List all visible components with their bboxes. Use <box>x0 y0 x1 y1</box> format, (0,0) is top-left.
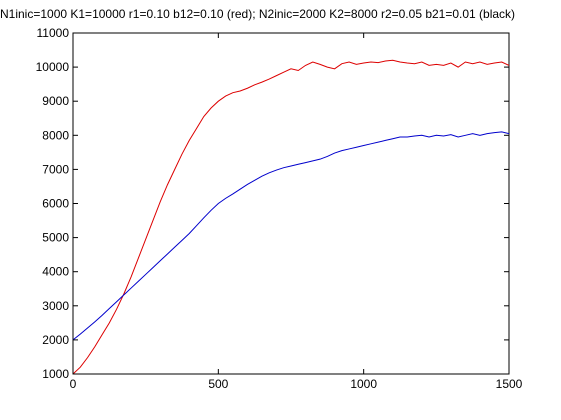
y-tick-label: 10000 <box>36 60 70 74</box>
y-tick-label: 4000 <box>42 265 69 279</box>
y-tick-label: 8000 <box>42 128 69 142</box>
y-tick-label: 3000 <box>42 299 69 313</box>
x-tick-label: 500 <box>208 377 228 391</box>
y-tick-label: 1000 <box>42 367 69 381</box>
y-tick-label: 9000 <box>42 94 69 108</box>
plot-area: 0 500 1000 1500 1000 2000 3000 4000 5000 6000 7000… <box>36 26 523 391</box>
chart-title: N1inic=1000 K1=10000 r1=0.10 b12=0.10 (r… <box>0 7 515 21</box>
y-tick-label: 7000 <box>42 162 69 176</box>
y-tick-label: 2000 <box>42 333 69 347</box>
x-tick-label: 0 <box>70 377 77 391</box>
y-tick-label: 11000 <box>37 26 70 40</box>
x-tick-label: 1500 <box>496 377 523 391</box>
y-tick-label: 5000 <box>42 231 69 245</box>
axes-frame <box>73 33 509 374</box>
x-tick-label: 1000 <box>350 377 377 391</box>
y-tick-label: 6000 <box>42 197 69 211</box>
